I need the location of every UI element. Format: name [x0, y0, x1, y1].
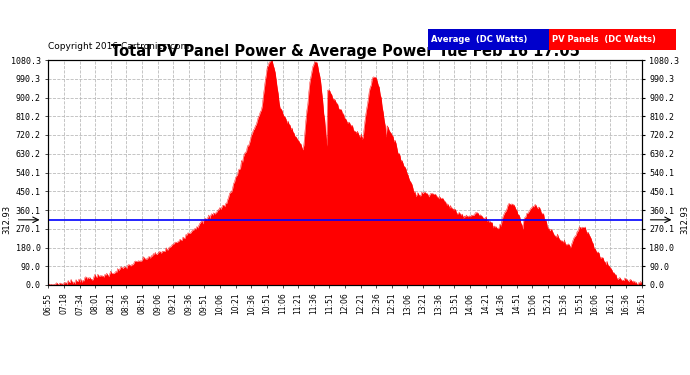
- Text: 312.93: 312.93: [3, 205, 12, 234]
- Text: Copyright 2016 Cartronics.com: Copyright 2016 Cartronics.com: [48, 42, 190, 51]
- Text: 312.93: 312.93: [680, 205, 689, 234]
- Title: Total PV Panel Power & Average Power Tue Feb 16 17:05: Total PV Panel Power & Average Power Tue…: [110, 44, 580, 59]
- Text: PV Panels  (DC Watts): PV Panels (DC Watts): [552, 35, 656, 44]
- Text: Average  (DC Watts): Average (DC Watts): [431, 35, 528, 44]
